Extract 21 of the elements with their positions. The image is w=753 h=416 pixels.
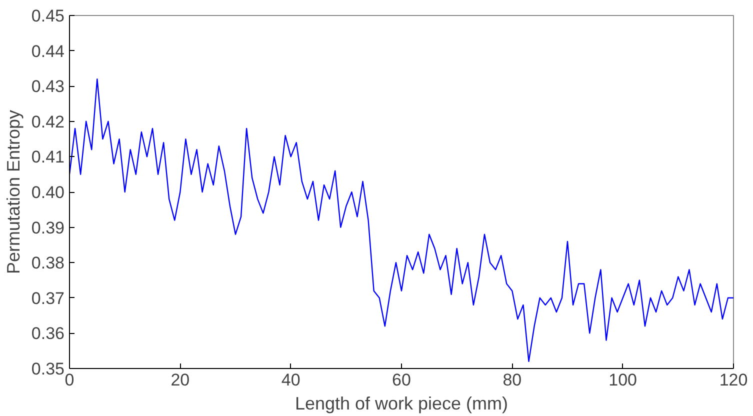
x-tick-label: 0 (64, 370, 74, 390)
x-tick-label: 60 (392, 370, 411, 390)
y-tick-label: 0.44 (31, 42, 65, 61)
y-tick-label: 0.42 (31, 112, 65, 132)
y-tick-label: 0.40 (31, 183, 65, 202)
x-tick-label: 20 (170, 370, 190, 390)
y-tick-label: 0.41 (31, 148, 65, 167)
y-tick-label: 0.38 (31, 254, 65, 273)
x-tick-label: 100 (608, 370, 638, 390)
x-tick-label: 40 (281, 370, 300, 390)
line-series (70, 78, 734, 362)
y-tick-label: 0.37 (31, 288, 65, 308)
y-tick-label: 0.39 (31, 218, 65, 238)
x-axis-title: Length of work piece (mm) (294, 394, 508, 414)
y-tick-label: 0.35 (31, 360, 65, 378)
y-tick-label: 0.45 (31, 6, 65, 26)
y-tick-label: 0.36 (31, 324, 65, 344)
y-tick-label: 0.43 (31, 77, 65, 96)
y-axis-title: Permutation Entropy (3, 110, 24, 274)
x-tick-label: 120 (719, 370, 748, 390)
x-tick-label: 80 (502, 370, 522, 390)
